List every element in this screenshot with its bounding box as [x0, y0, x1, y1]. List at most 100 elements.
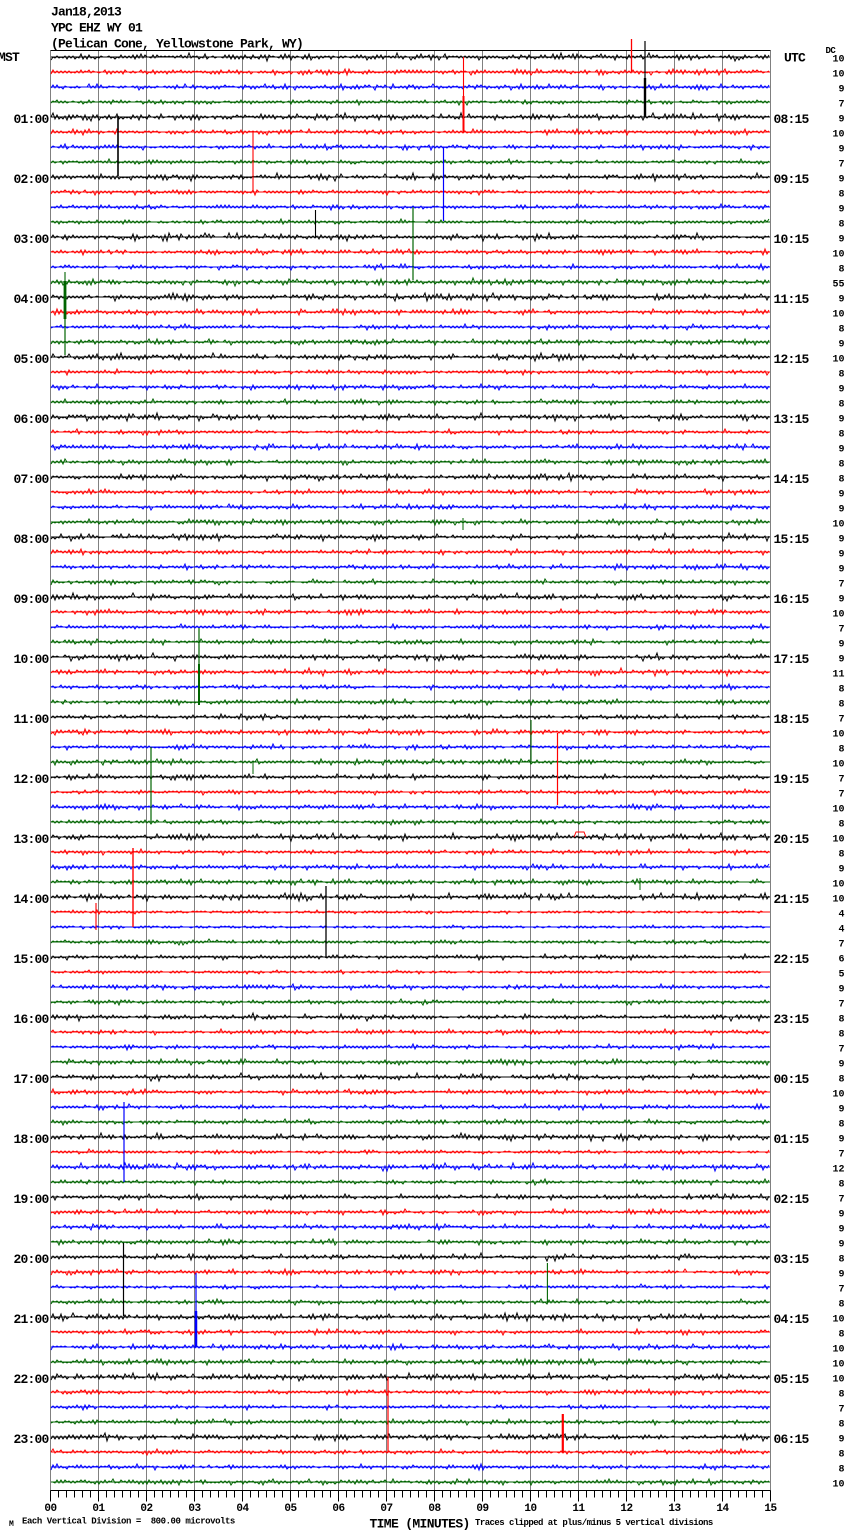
svg-text:7: 7 [838, 789, 844, 800]
svg-text:9: 9 [838, 534, 844, 545]
svg-text:MST: MST [0, 50, 20, 65]
svg-text:8: 8 [838, 429, 844, 440]
svg-text:20:00: 20:00 [14, 1252, 50, 1267]
svg-text:8: 8 [838, 1464, 844, 1475]
svg-text:8: 8 [838, 1029, 844, 1040]
svg-text:8: 8 [838, 1179, 844, 1190]
svg-text:8: 8 [838, 264, 844, 275]
svg-text:10: 10 [832, 54, 844, 65]
svg-text:7: 7 [838, 1194, 844, 1205]
svg-text:20:15: 20:15 [774, 832, 810, 847]
svg-text:8: 8 [838, 1329, 844, 1340]
svg-text:09:15: 09:15 [774, 172, 810, 187]
svg-text:(Pelican Cone, Yellowstone Par: (Pelican Cone, Yellowstone Park, WY) [51, 37, 303, 52]
svg-text:9: 9 [838, 639, 844, 650]
svg-text:9: 9 [838, 1059, 844, 1070]
svg-text:21:00: 21:00 [14, 1312, 50, 1327]
svg-text:15: 15 [764, 1503, 777, 1515]
svg-text:TIME (MINUTES): TIME (MINUTES) [370, 1517, 470, 1532]
svg-text:10: 10 [832, 519, 844, 530]
svg-text:8: 8 [838, 819, 844, 830]
svg-text:05:15: 05:15 [774, 1372, 810, 1387]
svg-text:13:00: 13:00 [14, 832, 50, 847]
svg-text:9: 9 [838, 1224, 844, 1235]
svg-text:8: 8 [838, 1389, 844, 1400]
svg-text:09:00: 09:00 [14, 592, 50, 607]
svg-text:9: 9 [838, 549, 844, 560]
svg-text:13:15: 13:15 [774, 412, 810, 427]
svg-text:9: 9 [838, 984, 844, 995]
svg-text:4: 4 [838, 909, 844, 920]
svg-text:9: 9 [838, 84, 844, 95]
svg-text:07:00: 07:00 [14, 472, 50, 487]
svg-text:10: 10 [832, 1479, 844, 1490]
svg-text:17:00: 17:00 [14, 1072, 50, 1087]
svg-text:22:00: 22:00 [14, 1372, 50, 1387]
svg-text:23:15: 23:15 [774, 1012, 810, 1027]
svg-text:9: 9 [838, 489, 844, 500]
svg-text:7: 7 [838, 99, 844, 110]
svg-text:12: 12 [620, 1503, 632, 1515]
svg-text:7: 7 [838, 939, 844, 950]
svg-text:21:15: 21:15 [774, 892, 810, 907]
svg-text:9: 9 [838, 339, 844, 350]
svg-text:05: 05 [284, 1503, 297, 1515]
svg-text:10: 10 [832, 249, 844, 260]
svg-text:8: 8 [838, 1449, 844, 1460]
svg-text:10: 10 [832, 1374, 844, 1385]
svg-text:10: 10 [832, 894, 844, 905]
svg-text:10:15: 10:15 [774, 232, 810, 247]
svg-text:9: 9 [838, 1239, 844, 1250]
svg-text:16:00: 16:00 [14, 1012, 50, 1027]
svg-text:9: 9 [838, 564, 844, 575]
svg-text:9: 9 [838, 204, 844, 215]
svg-text:9: 9 [838, 294, 844, 305]
svg-text:DC: DC [826, 46, 837, 56]
svg-text:00: 00 [44, 1503, 56, 1515]
svg-text:8: 8 [838, 474, 844, 485]
svg-text:14:00: 14:00 [14, 892, 50, 907]
svg-text:9: 9 [838, 654, 844, 665]
svg-text:7: 7 [838, 714, 844, 725]
svg-text:15:15: 15:15 [774, 532, 810, 547]
svg-text:8: 8 [838, 369, 844, 380]
svg-text:8: 8 [838, 1074, 844, 1085]
svg-text:8: 8 [838, 1299, 844, 1310]
svg-text:10: 10 [832, 834, 844, 845]
svg-text:7: 7 [838, 159, 844, 170]
svg-text:UTC: UTC [784, 51, 806, 66]
svg-text:11:00: 11:00 [14, 712, 50, 727]
svg-text:7: 7 [838, 1284, 844, 1295]
svg-text:10: 10 [832, 129, 844, 140]
svg-text:9: 9 [838, 594, 844, 605]
svg-text:02:00: 02:00 [14, 172, 50, 187]
svg-text:06: 06 [332, 1503, 344, 1515]
svg-text:17:15: 17:15 [774, 652, 810, 667]
svg-text:9: 9 [838, 1134, 844, 1145]
svg-text:8: 8 [838, 1119, 844, 1130]
svg-text:02:15: 02:15 [774, 1192, 810, 1207]
svg-text:19:15: 19:15 [774, 772, 810, 787]
svg-text:10:00: 10:00 [14, 652, 50, 667]
svg-text:03:15: 03:15 [774, 1252, 810, 1267]
svg-text:Traces clipped at plus/minus 5: Traces clipped at plus/minus 5 vertical … [475, 1518, 713, 1528]
svg-text:04:00: 04:00 [14, 292, 50, 307]
svg-text:5: 5 [838, 969, 844, 980]
svg-text:9: 9 [838, 504, 844, 515]
svg-text:08:15: 08:15 [774, 112, 810, 127]
svg-text:08:00: 08:00 [14, 532, 50, 547]
svg-text:9: 9 [838, 1104, 844, 1115]
svg-text:8: 8 [838, 399, 844, 410]
svg-text:10: 10 [832, 729, 844, 740]
svg-text:10: 10 [832, 69, 844, 80]
svg-text:10: 10 [832, 879, 844, 890]
svg-text:8: 8 [838, 1419, 844, 1430]
svg-text:12:00: 12:00 [14, 772, 50, 787]
svg-text:11: 11 [572, 1503, 585, 1515]
svg-text:7: 7 [838, 1044, 844, 1055]
svg-text:01:00: 01:00 [14, 112, 50, 127]
svg-text:03:00: 03:00 [14, 232, 50, 247]
svg-text:8: 8 [838, 189, 844, 200]
svg-text:M: M [9, 1520, 14, 1529]
svg-text:9: 9 [838, 414, 844, 425]
